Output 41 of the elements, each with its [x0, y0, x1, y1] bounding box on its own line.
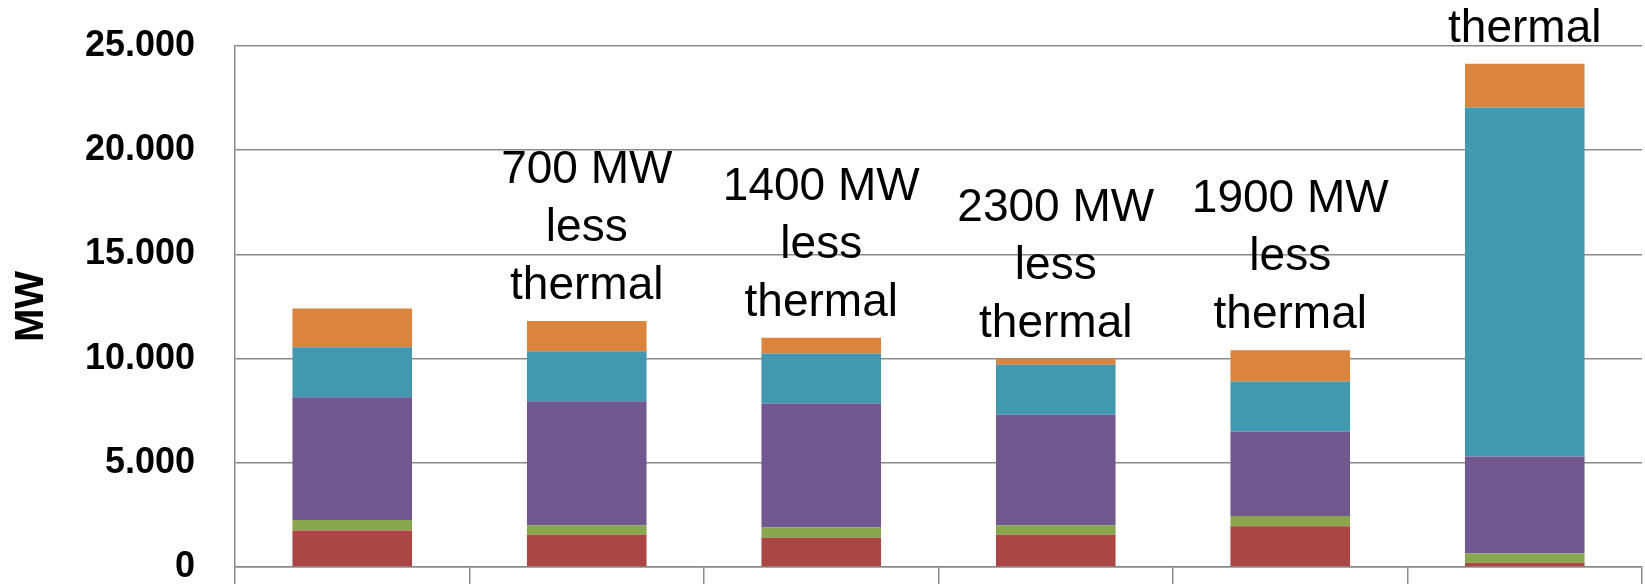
bar	[1230, 515, 1351, 527]
bar	[526, 401, 647, 526]
annotation: thermal	[1448, 0, 1602, 52]
annotation: 1400 MW less thermal	[722, 157, 921, 326]
y-tick-label: 0	[174, 543, 195, 584]
y-tick-label: 25.000	[84, 22, 195, 64]
bar	[526, 534, 647, 567]
bar	[995, 534, 1116, 567]
bar	[761, 527, 882, 538]
bar	[761, 537, 882, 567]
bar	[1464, 107, 1585, 457]
y-tick-label: 15.000	[84, 231, 195, 273]
bar	[292, 397, 413, 521]
bar	[292, 530, 413, 567]
bar	[526, 525, 647, 535]
annotation: 1900 MW less thermal	[1191, 170, 1390, 339]
y-axis-title: MW	[7, 270, 52, 343]
bar	[1464, 63, 1585, 108]
bar	[761, 337, 882, 354]
y-tick-label: 10.000	[84, 335, 195, 377]
bar	[1464, 553, 1585, 563]
bar	[1230, 350, 1351, 382]
bar	[292, 520, 413, 531]
annotation: 700 MW less thermal	[501, 141, 673, 310]
bar	[1230, 526, 1351, 567]
bar	[761, 403, 882, 528]
bar	[995, 525, 1116, 535]
y-tick-label: 20.000	[84, 127, 195, 169]
y-tick-label: 5.000	[104, 439, 195, 481]
bar	[761, 353, 882, 404]
annotation: 2300 MW less thermal	[957, 178, 1155, 347]
bar	[292, 308, 413, 348]
bar	[1464, 456, 1585, 554]
bar	[995, 414, 1116, 526]
bar	[292, 347, 413, 398]
bar	[995, 358, 1116, 365]
bar	[1230, 431, 1351, 516]
bar	[526, 351, 647, 402]
bar	[526, 321, 647, 352]
bar	[995, 364, 1116, 415]
bar	[1230, 381, 1351, 432]
